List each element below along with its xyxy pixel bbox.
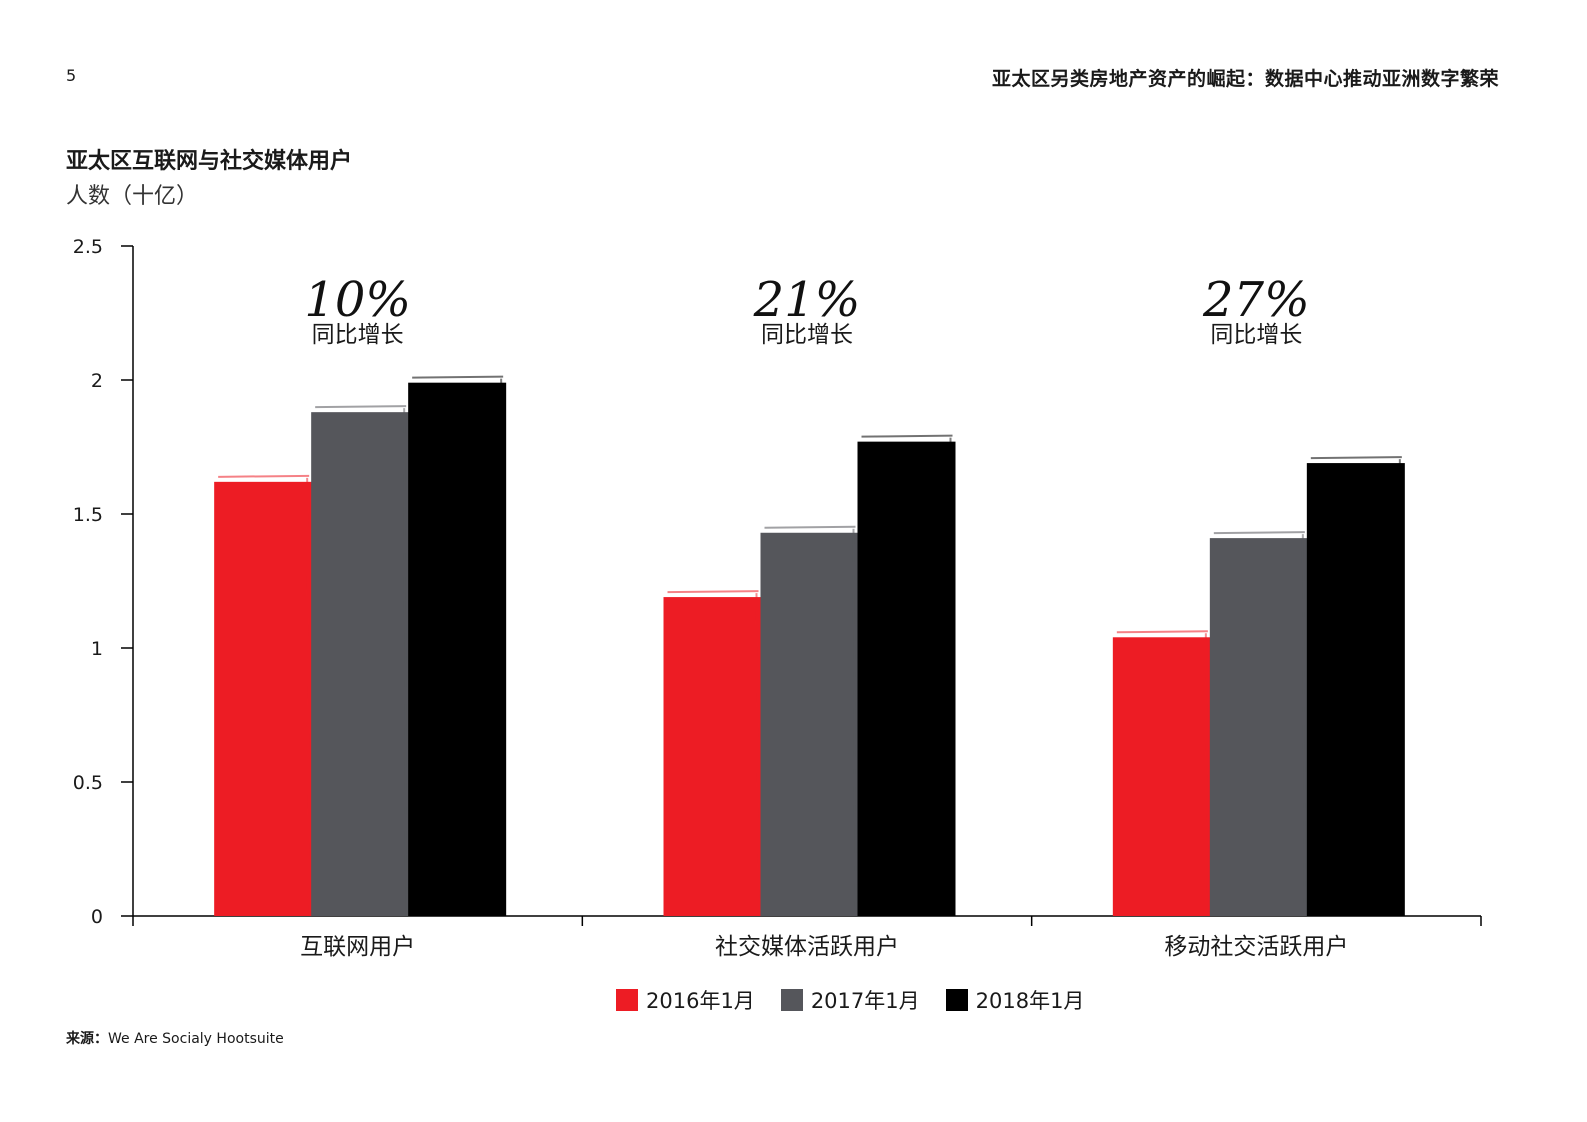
bar-edge-stroke [1398,459,1403,917]
growth-label: 同比增长 [761,322,853,348]
x-category-label: 移动社交活跃用户 [1164,934,1348,960]
bar [214,481,313,916]
bar-edge-stroke [315,405,407,409]
bar-edge-stroke [1301,534,1306,917]
bar-edge-stroke [1310,456,1402,460]
y-tick-label: 2.5 [73,236,103,258]
growth-label: 同比增长 [312,322,404,348]
x-category-label: 互联网用户 [300,934,415,960]
legend-label-2016: 2016年1月 [646,989,755,1013]
bar-edge-stroke [1116,630,1208,634]
chart-title: 亚太区互联网与社交媒体用户 [66,149,353,174]
bar [857,441,956,916]
y-tick-label: 0 [91,906,103,928]
y-axis-label: 人数（十亿） [66,184,199,209]
bar-edge-stroke [1213,531,1305,535]
legend-swatch-2016 [616,989,638,1011]
y-tick-label: 2 [91,370,103,392]
bar-edge-stroke [306,477,311,917]
legend-label-2018: 2018年1月 [975,989,1085,1013]
legend-item-2018: 2018年1月 [945,985,1085,1015]
bar [1306,463,1405,916]
bar-edge-stroke [412,375,504,379]
source-text: We Are Socialy Hootsuite [108,1031,284,1047]
legend-item-2016: 2016年1月 [616,985,755,1015]
y-tick-label: 1 [91,638,103,660]
legend-item-2017: 2017年1月 [780,985,920,1015]
growth-percent: 27% [1202,272,1310,328]
document-title: 亚太区另类房地产资产的崛起：数据中心推动亚洲数字繁荣 [991,68,1499,90]
bar [1112,637,1211,916]
bar [760,532,859,916]
bar-edge-stroke [852,528,857,917]
source-label: 来源： [66,1031,108,1047]
bar-edge-stroke [861,434,953,438]
page-number: 5 [66,66,77,85]
legend-swatch-2017 [780,989,803,1011]
bar-edge-stroke [403,408,408,917]
legend: 2016年1月 2017年1月 2018年1月 [616,985,1084,1015]
legend-label-2017: 2017年1月 [810,989,920,1013]
y-tick-label: 1.5 [73,504,103,526]
y-tick-label: 0.5 [73,772,103,794]
bar [663,597,762,916]
bar [311,412,410,916]
growth-label: 同比增长 [1210,322,1302,348]
bar [1209,538,1308,916]
bar-edge-stroke [667,590,759,594]
bar-edge-stroke [949,437,954,917]
legend-swatch-2018 [945,989,968,1011]
source-note: 来源：We Are Socialy Hootsuite [66,1028,284,1048]
bar [408,382,507,916]
growth-percent: 21% [753,272,861,328]
bar-edge-stroke [500,378,505,917]
bar-edge-stroke [218,474,310,478]
bar-edge-stroke [755,593,760,917]
growth-percent: 10% [304,272,411,328]
bar-edge-stroke [1204,633,1209,917]
bar-edge-stroke [764,525,856,529]
x-category-label: 社交媒体活跃用户 [715,934,899,960]
